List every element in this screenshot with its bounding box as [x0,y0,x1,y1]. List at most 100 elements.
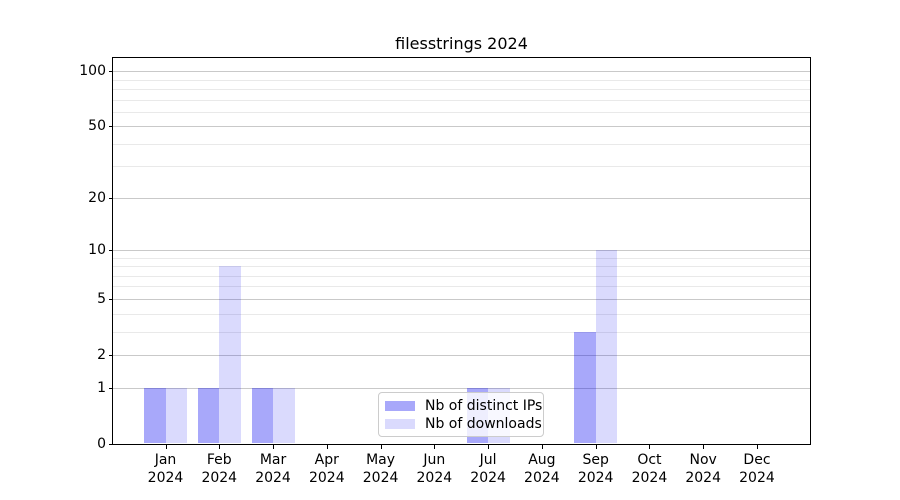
x-tick-mark [756,445,758,449]
x-tick-label: Aug 2024 [502,452,582,487]
x-tick-label: May 2024 [341,452,421,487]
y-tick-mark [108,298,113,300]
gridline-minor [113,99,810,101]
gridline-major [113,298,810,300]
gridline-major [113,71,810,73]
y-tick-mark [108,354,113,356]
x-tick-year: 2024 [147,469,184,486]
y-tick-label: 2 [97,346,106,363]
y-tick-label: 10 [88,242,106,258]
y-tick-mark [108,197,113,199]
x-tick-year: 2024 [255,469,291,486]
x-tick-year: 2024 [577,469,614,486]
y-tick-mark [108,387,113,389]
y-tick-label: 50 [88,118,106,135]
gridline-minor [113,257,810,259]
chart-title: filesstrings 2024 [395,34,528,53]
x-tick-year: 2024 [685,469,721,486]
x-tick-label: Dec 2024 [717,452,797,487]
gridline-minor [113,79,810,81]
gridline-minor [113,88,810,90]
bar-downloads-jan [165,387,187,444]
x-tick-month: Jan [154,452,177,468]
bar-ips-jan [144,387,166,444]
legend-label-distinct-ips: Nb of distinct IPs [425,398,543,414]
gridline-minor [113,111,810,113]
x-tick-mark [165,445,167,449]
legend-label-downloads: Nb of downloads [425,416,542,432]
x-tick-month: Jun [423,452,446,468]
y-tick-mark [108,250,113,251]
x-tick-month: Sep [582,452,609,468]
plot-area [112,57,811,445]
gridline-major [113,387,810,389]
gridline-minor [113,266,810,268]
x-tick-mark [380,445,382,449]
y-tick-label: 0 [97,435,106,452]
x-tick-month: May [366,452,396,468]
bar-ips-mar [251,387,274,444]
bar-ips-feb [197,387,220,444]
x-tick-mark [434,445,436,449]
gridline-minor [113,286,810,288]
bar-ips-sep [574,331,596,444]
gridline-major [113,197,810,199]
x-tick-label: Feb 2024 [179,452,259,487]
x-tick-year: 2024 [201,469,238,486]
gridline-major [113,126,810,128]
y-tick-label: 1 [97,379,106,396]
x-tick-year: 2024 [362,469,399,486]
x-tick-month: Nov [689,452,717,468]
x-tick-month: Mar [259,452,287,468]
x-tick-label: Mar 2024 [233,452,313,487]
x-tick-label: Oct 2024 [609,452,689,487]
x-tick-mark [488,445,490,449]
x-tick-year: 2024 [631,469,668,486]
x-tick-label: Apr 2024 [287,452,367,487]
x-tick-mark [541,445,543,449]
y-tick-label: 5 [97,290,106,307]
x-tick-label: Jun 2024 [394,452,474,487]
x-tick-month: Feb [206,452,232,468]
x-tick-mark [649,445,651,449]
x-tick-label: Sep 2024 [556,452,636,487]
x-tick-month: Oct [637,452,662,468]
y-tick-label: 100 [79,63,106,80]
y-tick-label: 20 [88,189,106,206]
x-tick-year: 2024 [416,469,453,486]
y-tick-mark [108,443,113,445]
x-tick-month: Dec [743,452,771,468]
x-tick-year: 2024 [739,469,775,486]
y-tick-mark [108,126,113,128]
legend-swatch-downloads [385,419,415,429]
bar-downloads-feb [219,266,241,444]
legend: Nb of distinct IPs Nb of downloads [378,392,544,437]
bar-downloads-mar [273,387,295,444]
legend-swatch-distinct-ips [385,401,415,411]
gridline-minor [113,143,810,145]
x-tick-month: Apr [314,452,339,468]
gridline-minor [113,275,810,277]
bar-downloads-sep [595,250,618,444]
x-tick-mark [595,445,597,449]
y-tick-mark [108,71,113,73]
gridline-minor [113,331,810,333]
x-tick-label: Nov 2024 [663,452,743,487]
x-tick-label: Jul 2024 [448,452,528,487]
gridline-major [113,354,810,356]
x-tick-year: 2024 [470,469,506,486]
legend-row-downloads: Nb of downloads [385,415,542,433]
gridline-minor [113,313,810,315]
x-tick-mark [219,445,221,449]
x-tick-mark [703,445,705,449]
legend-row-distinct-ips: Nb of distinct IPs [385,397,542,415]
x-tick-year: 2024 [308,469,345,486]
x-tick-mark [326,445,328,449]
x-tick-month: Jul [479,452,497,468]
x-tick-mark [273,445,275,449]
x-tick-year: 2024 [524,469,560,486]
x-tick-month: Aug [528,452,556,468]
gridline-major [113,250,810,251]
gridline-minor [113,166,810,168]
